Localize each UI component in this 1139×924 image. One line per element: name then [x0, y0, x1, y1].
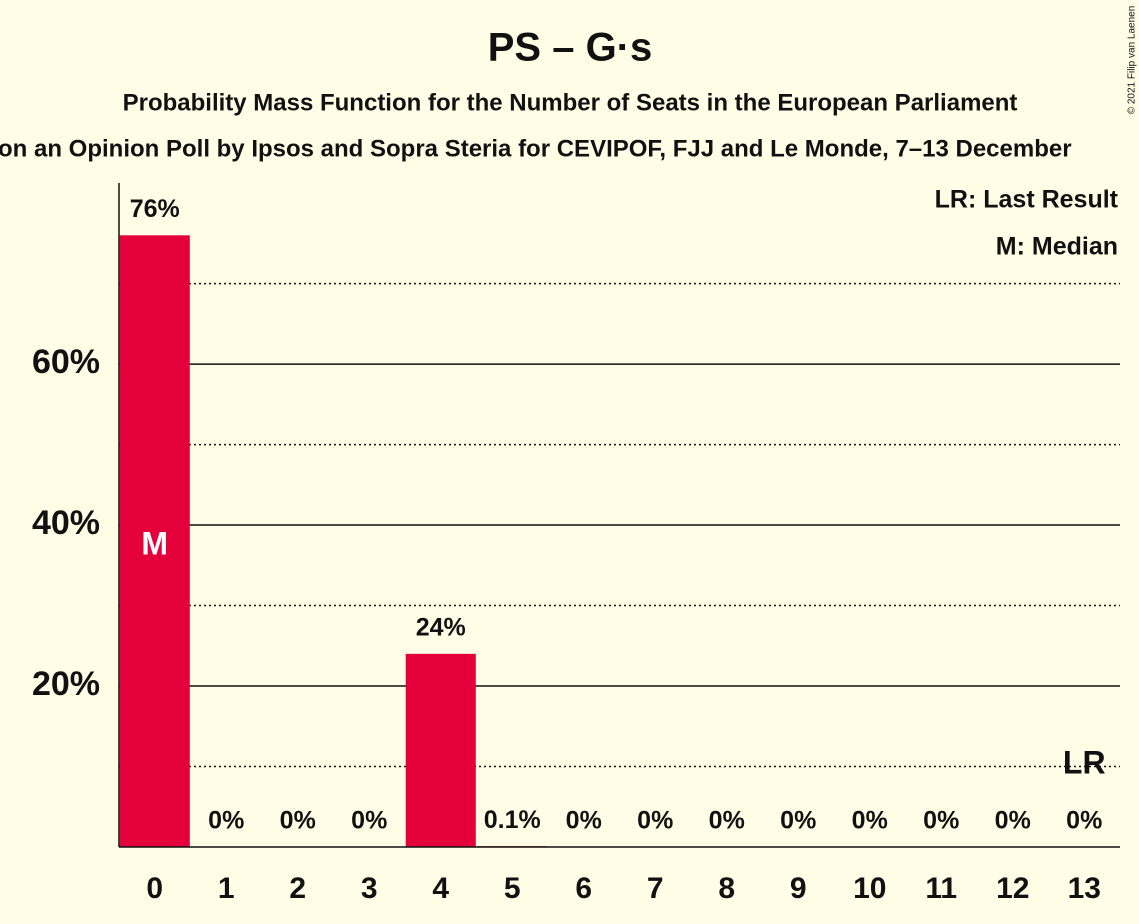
value-label: 0% [208, 807, 244, 835]
value-label: 0% [637, 807, 673, 835]
value-label: 0% [566, 807, 602, 835]
value-label: 0.1% [484, 806, 541, 834]
legend-entry: LR: Last Result [935, 186, 1119, 214]
x-tick-label: 0 [146, 872, 163, 905]
value-label: 0% [280, 807, 316, 835]
value-label: 0% [852, 807, 888, 835]
value-label: 24% [416, 613, 466, 641]
bar [405, 653, 476, 847]
x-tick-label: 2 [289, 872, 306, 905]
value-label: 0% [1066, 807, 1102, 835]
value-label: 0% [709, 807, 745, 835]
value-label: 76% [130, 195, 180, 223]
copyright: © 2021 Filip van Laenen [1127, 6, 1138, 115]
value-label: 0% [995, 807, 1031, 835]
value-label: 0% [351, 807, 387, 835]
annotation: M [141, 526, 168, 562]
x-tick-label: 13 [1068, 872, 1101, 905]
value-label: 0% [923, 807, 959, 835]
x-tick-label: 3 [361, 872, 378, 905]
legend-entry: M: Median [996, 233, 1118, 261]
x-tick-label: 11 [925, 872, 957, 905]
y-tick-label: 40% [32, 504, 100, 542]
chart-title: PS – G·s [488, 26, 653, 70]
y-tick-label: 20% [32, 665, 100, 703]
bar [119, 235, 190, 847]
x-tick-label: 6 [575, 872, 592, 905]
x-tick-label: 12 [996, 872, 1029, 905]
x-tick-label: 8 [718, 872, 735, 905]
x-tick-label: 4 [432, 872, 449, 905]
annotation: LR [1063, 744, 1106, 780]
x-tick-label: 1 [218, 872, 235, 905]
chart-subtitle: on an Opinion Poll by Ipsos and Sopra St… [0, 135, 1072, 162]
x-tick-label: 9 [790, 872, 807, 905]
chart-subtitle: Probability Mass Function for the Number… [123, 89, 1018, 116]
x-tick-label: 10 [853, 872, 886, 905]
value-label: 0% [780, 807, 816, 835]
y-tick-label: 60% [32, 343, 100, 381]
x-tick-label: 5 [504, 872, 521, 905]
x-tick-label: 7 [647, 872, 664, 905]
